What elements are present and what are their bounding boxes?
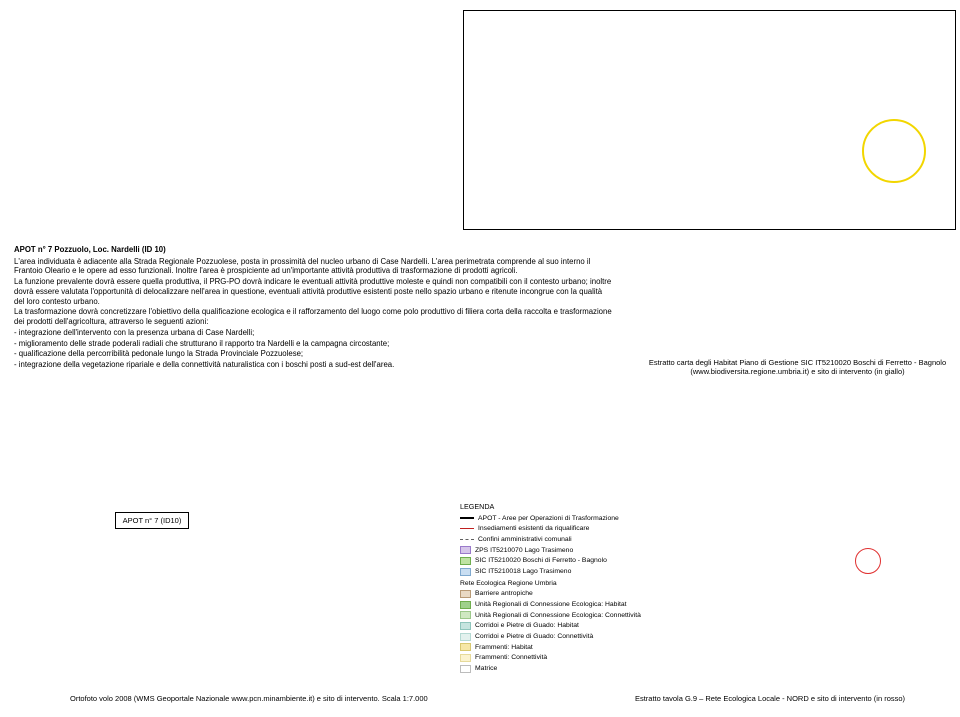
legend-label: Barriere antropiche (475, 589, 533, 598)
legend-block: LEGENDA APOT - Aree per Operazioni di Tr… (460, 502, 710, 675)
legend-row: Corridoi e Pietre di Guado: Habitat (460, 621, 710, 630)
legend-row: SIC IT5210020 Boschi di Ferretto - Bagno… (460, 556, 710, 565)
apot-id-label: APOT n° 7 (ID10) (123, 516, 182, 525)
legend-swatch-icon (460, 557, 471, 565)
legend-label: Frammenti: Habitat (475, 643, 533, 652)
description-paragraph: - integrazione dell'intervento con la pr… (14, 328, 614, 338)
description-paragraph: - integrazione della vegetazione riparia… (14, 360, 614, 370)
legend-row: Unità Regionali di Connessione Ecologica… (460, 611, 710, 620)
legend-label: SIC IT5210020 Boschi di Ferretto - Bagno… (475, 556, 607, 565)
description-paragraph: La trasformazione dovrà concretizzare l'… (14, 307, 614, 326)
legend-swatch-icon (460, 546, 471, 554)
legend-row: Frammenti: Connettività (460, 653, 710, 662)
page-root: APOT n° 7 Pozzuolo, Loc. Nardelli (ID 10… (0, 0, 960, 717)
legend-label: Corridoi e Pietre di Guado: Connettività (475, 632, 593, 641)
legend-row: Confini amministrativi comunali (460, 535, 710, 544)
site-circle-red (855, 548, 881, 574)
legend-label: SIC IT5210018 Lago Trasimeno (475, 567, 571, 576)
apot-id-box: APOT n° 7 (ID10) (115, 512, 189, 529)
legend-swatch-icon (460, 611, 471, 619)
description-paragraph: La funzione prevalente dovrà essere quel… (14, 277, 614, 306)
caption-ortofoto: Ortofoto volo 2008 (WMS Geoportale Nazio… (70, 694, 570, 703)
caption-habitat-map: Estratto carta degli Habitat Piano di Ge… (640, 358, 955, 377)
legend-line-icon (460, 539, 474, 540)
site-circle-yellow (862, 119, 926, 183)
caption-rete-ecologica: Estratto tavola G.9 – Rete Ecologica Loc… (590, 694, 950, 703)
legend-swatch-icon (460, 622, 471, 630)
legend-row: Frammenti: Habitat (460, 643, 710, 652)
legend-label: Insediamenti esistenti da riqualificare (478, 524, 589, 533)
legend-label: ZPS IT5210070 Lago Trasimeno (475, 546, 573, 555)
legend-row: SIC IT5210018 Lago Trasimeno (460, 567, 710, 576)
legend-line-icon (460, 528, 474, 529)
description-paragraph: - qualificazione della percorribilità pe… (14, 349, 614, 359)
legend-subitems: Barriere antropiche Unità Regionali di Co… (460, 589, 710, 673)
legend-label: Unità Regionali di Connessione Ecologica… (475, 600, 627, 609)
map-bottom-right (760, 470, 940, 645)
legend-swatch-icon (460, 590, 471, 598)
legend-items: APOT - Aree per Operazioni di Trasformaz… (460, 514, 710, 577)
legend-swatch-icon (460, 568, 471, 576)
legend-heading: LEGENDA (460, 502, 710, 512)
legend-swatch-icon (460, 654, 471, 662)
description-paragraph: - miglioramento delle strade poderali ra… (14, 339, 614, 349)
legend-swatch-icon (460, 633, 471, 641)
legend-swatch-icon (460, 601, 471, 609)
legend-label: Corridoi e Pietre di Guado: Habitat (475, 621, 579, 630)
legend-row: Insediamenti esistenti da riqualificare (460, 524, 710, 533)
legend-row: Unità Regionali di Connessione Ecologica… (460, 600, 710, 609)
legend-label: Frammenti: Connettività (475, 653, 547, 662)
map-top-frame (463, 10, 956, 230)
legend-label: Unità Regionali di Connessione Ecologica… (475, 611, 641, 620)
description-paragraph: L'area individuata è adiacente alla Stra… (14, 257, 614, 276)
description-title: APOT n° 7 Pozzuolo, Loc. Nardelli (ID 10… (14, 245, 614, 255)
legend-label: APOT - Aree per Operazioni di Trasformaz… (478, 514, 619, 523)
legend-row: Barriere antropiche (460, 589, 710, 598)
description-block: APOT n° 7 Pozzuolo, Loc. Nardelli (ID 10… (14, 245, 614, 371)
legend-row: ZPS IT5210070 Lago Trasimeno (460, 546, 710, 555)
legend-row: APOT - Aree per Operazioni di Trasformaz… (460, 514, 710, 523)
legend-swatch-icon (460, 665, 471, 673)
legend-line-icon (460, 517, 474, 519)
legend-swatch-icon (460, 643, 471, 651)
legend-label: Matrice (475, 664, 497, 673)
legend-row: Corridoi e Pietre di Guado: Connettività (460, 632, 710, 641)
legend-row: Matrice (460, 664, 710, 673)
legend-subheading: Rete Ecologica Regione Umbria (460, 579, 710, 588)
legend-label: Confini amministrativi comunali (478, 535, 572, 544)
